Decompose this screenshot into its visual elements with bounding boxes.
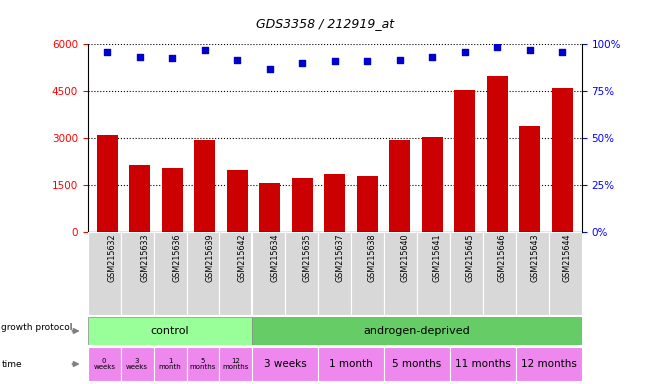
- Bar: [194, 140, 215, 232]
- Bar: [487, 76, 508, 232]
- Text: 5
months: 5 months: [190, 358, 216, 370]
- Point: [200, 47, 210, 53]
- Point: [167, 55, 177, 61]
- Text: 12
months: 12 months: [223, 358, 249, 370]
- Bar: [88, 232, 121, 315]
- Bar: [384, 347, 450, 381]
- Text: GSM215635: GSM215635: [303, 233, 312, 282]
- Bar: [422, 137, 443, 232]
- Text: GSM215641: GSM215641: [433, 233, 442, 282]
- Bar: [318, 232, 351, 315]
- Bar: [552, 88, 573, 232]
- Point: [135, 54, 145, 60]
- Text: GSM215644: GSM215644: [563, 233, 572, 282]
- Point: [232, 57, 242, 63]
- Bar: [153, 232, 187, 315]
- Bar: [252, 232, 285, 315]
- Bar: [129, 165, 150, 232]
- Text: GSM215643: GSM215643: [530, 233, 540, 282]
- Bar: [384, 232, 417, 315]
- Bar: [292, 179, 313, 232]
- Text: GSM215638: GSM215638: [368, 233, 377, 282]
- Point: [265, 66, 275, 72]
- Text: 0
weeks: 0 weeks: [93, 358, 115, 370]
- Point: [525, 47, 535, 53]
- Text: GSM215646: GSM215646: [498, 233, 507, 282]
- Text: GSM215632: GSM215632: [108, 233, 117, 282]
- Point: [362, 58, 372, 65]
- Bar: [454, 89, 475, 232]
- Point: [102, 49, 112, 55]
- Bar: [187, 232, 220, 315]
- Text: GSM215645: GSM215645: [465, 233, 474, 282]
- Bar: [450, 232, 483, 315]
- Text: GSM215639: GSM215639: [205, 233, 214, 282]
- Text: GSM215634: GSM215634: [270, 233, 280, 282]
- Bar: [252, 347, 318, 381]
- Bar: [318, 347, 384, 381]
- Text: GSM215633: GSM215633: [140, 233, 150, 282]
- Point: [330, 58, 340, 65]
- Bar: [162, 168, 183, 232]
- Text: 1 month: 1 month: [330, 359, 373, 369]
- Bar: [483, 232, 516, 315]
- Text: 11 months: 11 months: [455, 359, 511, 369]
- Text: 3
weeks: 3 weeks: [126, 358, 148, 370]
- Point: [297, 60, 307, 66]
- Point: [395, 57, 405, 63]
- Bar: [516, 232, 549, 315]
- Bar: [220, 347, 252, 381]
- Text: GSM215642: GSM215642: [238, 233, 247, 282]
- Text: time: time: [1, 359, 22, 369]
- Text: 12 months: 12 months: [521, 359, 577, 369]
- Point: [492, 44, 502, 50]
- Bar: [252, 317, 582, 345]
- Text: GSM215636: GSM215636: [173, 233, 182, 282]
- Bar: [227, 170, 248, 232]
- Bar: [97, 135, 118, 232]
- Bar: [450, 347, 516, 381]
- Bar: [121, 232, 153, 315]
- Text: 5 months: 5 months: [393, 359, 442, 369]
- Bar: [88, 347, 121, 381]
- Bar: [516, 347, 582, 381]
- Bar: [285, 232, 318, 315]
- Point: [557, 49, 567, 55]
- Point: [427, 54, 437, 60]
- Text: control: control: [151, 326, 189, 336]
- Bar: [519, 126, 540, 232]
- Bar: [187, 347, 220, 381]
- Bar: [153, 347, 187, 381]
- Text: GSM215640: GSM215640: [400, 233, 410, 282]
- Bar: [220, 232, 252, 315]
- Text: GDS3358 / 212919_at: GDS3358 / 212919_at: [256, 17, 394, 30]
- Point: [460, 49, 470, 55]
- Bar: [121, 347, 153, 381]
- Bar: [357, 176, 378, 232]
- Text: 3 weeks: 3 weeks: [264, 359, 307, 369]
- Text: 1
month: 1 month: [159, 358, 181, 370]
- Bar: [88, 317, 252, 345]
- Bar: [389, 140, 410, 232]
- Text: GSM215637: GSM215637: [335, 233, 345, 282]
- Bar: [549, 232, 582, 315]
- Bar: [324, 174, 345, 232]
- Bar: [417, 232, 450, 315]
- Text: androgen-deprived: androgen-deprived: [364, 326, 471, 336]
- Bar: [351, 232, 384, 315]
- Bar: [259, 183, 280, 232]
- Text: growth protocol: growth protocol: [1, 323, 73, 332]
